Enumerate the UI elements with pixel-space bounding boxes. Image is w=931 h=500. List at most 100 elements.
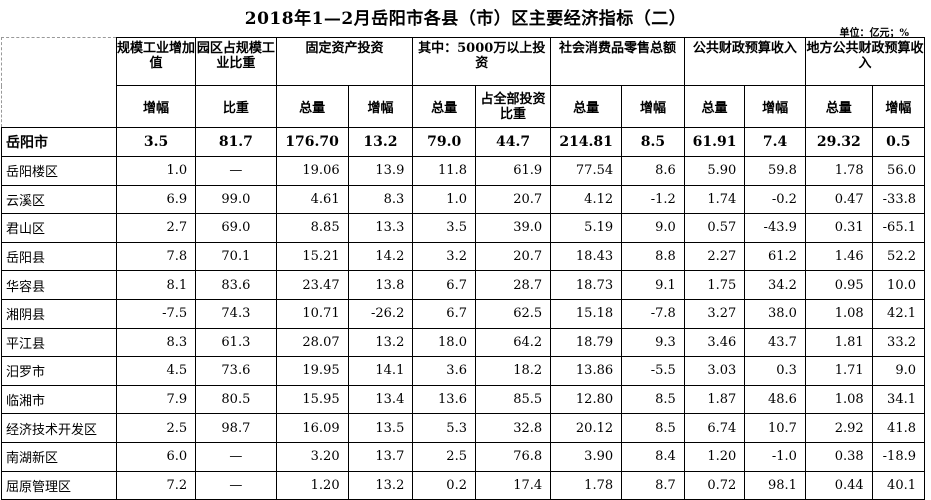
header-public-budget-revenue: 公共财政预算收入: [683, 37, 806, 86]
header-park-share: 园区占规模工业比重: [195, 37, 277, 86]
table-cell: 61.3: [195, 327, 277, 358]
table-cell: 18.0: [412, 327, 476, 358]
table-cell: 8.7: [621, 470, 685, 500]
table-cell: 3.03: [683, 356, 746, 386]
table-cell: 99.0: [195, 184, 277, 215]
table-cell: 5.3: [412, 413, 476, 443]
table-cell: 8.5: [621, 384, 685, 415]
table-cell: 79.0: [412, 127, 476, 157]
table-cell: 8.5: [621, 413, 685, 443]
table-cell: 0.2: [412, 470, 476, 500]
table-cell: -5.5: [621, 356, 685, 386]
subheader-cell: 增幅: [871, 85, 926, 128]
subheader-cell: 占全部投资比重: [474, 85, 552, 128]
table-cell: 98.7: [195, 413, 277, 443]
table-cell: 3.5: [115, 127, 197, 157]
table-row: 汨罗市 4.5 73.6 19.95 14.1 3.6 18.2 13.86 -5.5 3.03 0…: [1, 356, 926, 386]
table-cell: 1.0: [412, 184, 476, 215]
economic-indicators-table: 规模工业增加值 园区占规模工业比重 固定资产投资 其中：5000万以上投资 社会…: [1, 37, 926, 500]
table-cell: 6.74: [683, 413, 746, 443]
table-cell: 13.2: [347, 127, 414, 157]
table-cell: 1.75: [683, 270, 746, 300]
table-cell: 8.5: [621, 127, 685, 157]
table-cell: 28.07: [275, 327, 349, 358]
table-cell: 18.73: [550, 270, 623, 300]
table-cell: 15.18: [550, 298, 623, 329]
table-row-total: 岳阳市 3.5 81.7 176.70 13.2 79.0 44.7 214.81 8.5 61.…: [1, 127, 926, 157]
table-row: 南湖新区 6.0—3.20 13.7 2.5 76.8 3.90 8.4 1.20 -1.0 0.…: [1, 441, 926, 472]
table-cell: 2.27: [683, 241, 746, 272]
table-cell: 3.6: [412, 356, 476, 386]
table-cell: 3.2: [412, 241, 476, 272]
row-label: 云溪区: [1, 184, 117, 215]
table-cell: 8.8: [621, 241, 685, 272]
table-cell: 2.92: [804, 413, 873, 443]
subheader-cell: 比重: [195, 85, 277, 128]
table-cell: 7.2: [115, 470, 197, 500]
table-row: 岳阳县 7.8 70.1 15.21 14.2 3.2 20.7 18.43 8.8 2.27 61…: [1, 241, 926, 272]
table-cell: 20.7: [474, 241, 552, 272]
table-cell: 9.1: [621, 270, 685, 300]
table-cell: —: [195, 156, 277, 186]
table-cell: 0.3: [744, 356, 806, 386]
table-cell: —: [195, 441, 277, 472]
table-row: 经济技术开发区 2.5 98.7 16.09 13.5 5.3 32.8 20.12 8.5 6.…: [1, 413, 926, 443]
row-label: 南湖新区: [1, 441, 117, 472]
row-label: 华容县: [1, 270, 117, 300]
row-label: 临湘市: [1, 384, 117, 415]
table-cell: 6.0: [115, 441, 197, 472]
table-cell: 34.1: [871, 384, 926, 415]
table-cell: 20.12: [550, 413, 623, 443]
table-row: 岳阳楼区 1.0—19.06 13.9 11.8 61.9 77.54 8.6 5.90 59.…: [1, 156, 926, 186]
table-cell: 1.78: [550, 470, 623, 500]
table-cell: 80.5: [195, 384, 277, 415]
table-cell: 32.8: [474, 413, 552, 443]
table-row: 临湘市 7.9 80.5 15.95 13.4 13.6 85.5 12.80 8.5 1.87 4…: [1, 384, 926, 415]
table-cell: 1.71: [804, 356, 873, 386]
table-cell: 40.1: [871, 470, 926, 500]
table-cell: 1.81: [804, 327, 873, 358]
table-cell: 81.7: [195, 127, 277, 157]
header-fixed-asset-investment: 固定资产投资: [275, 37, 414, 86]
table-cell: 52.2: [871, 241, 926, 272]
table-cell: -65.1: [871, 213, 926, 243]
table-cell: 4.5: [115, 356, 197, 386]
table-cell: 0.38: [804, 441, 873, 472]
table-cell: 6.7: [412, 298, 476, 329]
table-cell: 28.7: [474, 270, 552, 300]
subheader-cell: 增幅: [115, 85, 197, 128]
table-cell: 19.06: [275, 156, 349, 186]
table-cell: 64.2: [474, 327, 552, 358]
table-cell: 43.7: [744, 327, 806, 358]
table-cell: 3.5: [412, 213, 476, 243]
table-cell: -18.9: [871, 441, 926, 472]
subheader-cell: 总量: [683, 85, 746, 128]
row-label: 岳阳楼区: [1, 156, 117, 186]
table-cell: 1.20: [275, 470, 349, 500]
table-cell: 18.43: [550, 241, 623, 272]
table-cell: 8.6: [621, 156, 685, 186]
table-cell: 13.3: [347, 213, 414, 243]
table-cell: 3.20: [275, 441, 349, 472]
table-cell: 13.4: [347, 384, 414, 415]
table-cell: 98.1: [744, 470, 806, 500]
subheader-cell: 总量: [412, 85, 476, 128]
table-cell: 9.3: [621, 327, 685, 358]
table-cell: 13.6: [412, 384, 476, 415]
row-label: 经济技术开发区: [1, 413, 117, 443]
table-row: 云溪区 6.9 99.0 4.61 8.3 1.0 20.7 4.12 -1.2 1.74 -0.2…: [1, 184, 926, 215]
table-row: 平江县 8.3 61.3 28.07 13.2 18.0 64.2 18.79 9.3 3.46 4…: [1, 327, 926, 358]
table-cell: 42.1: [871, 298, 926, 329]
table-cell: 6.7: [412, 270, 476, 300]
table-cell: 8.1: [115, 270, 197, 300]
table-cell: 0.57: [683, 213, 746, 243]
row-label: 屈原管理区: [1, 470, 117, 500]
table-cell: 13.2: [347, 327, 414, 358]
table-cell: 15.95: [275, 384, 349, 415]
table-cell: 8.4: [621, 441, 685, 472]
table-body: 岳阳市 3.5 81.7 176.70 13.2 79.0 44.7 214.81 8.5 61.…: [1, 127, 926, 500]
table-cell: 16.09: [275, 413, 349, 443]
table-cell: 62.5: [474, 298, 552, 329]
table-cell: -1.2: [621, 184, 685, 215]
table-cell: 0.44: [804, 470, 873, 500]
